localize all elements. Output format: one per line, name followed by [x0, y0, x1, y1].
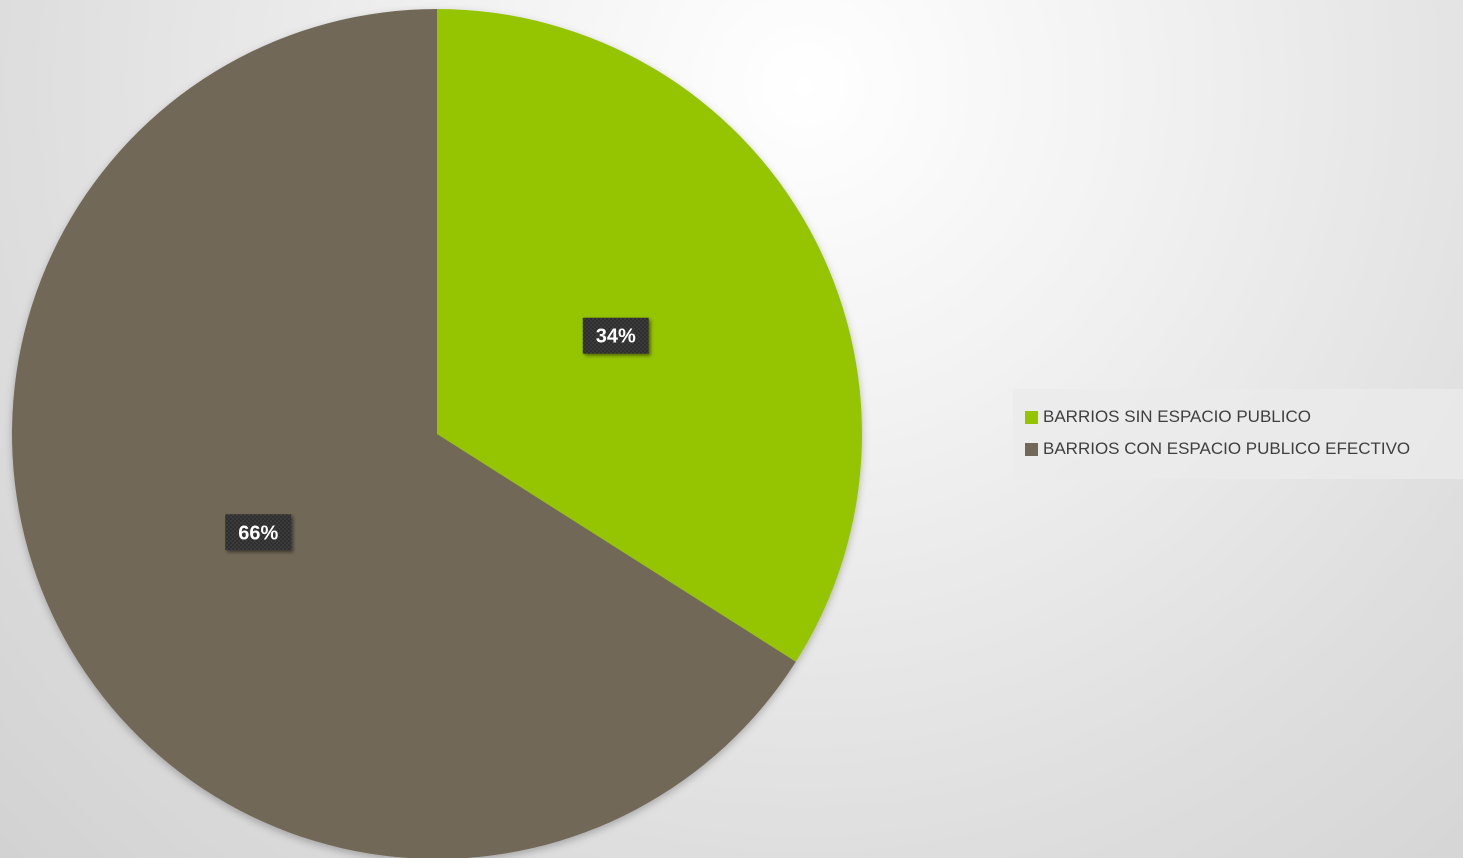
- chart-legend: BARRIOS SIN ESPACIO PUBLICO BARRIOS CON …: [1013, 389, 1463, 479]
- data-label-sin-espacio: 34%: [582, 317, 649, 354]
- data-label-text: 34%: [596, 326, 636, 348]
- legend-swatch-con-espacio: [1025, 442, 1038, 456]
- pie-slice-sin-espacio: [437, 9, 862, 662]
- data-label-box: [225, 514, 292, 551]
- legend-item-con-espacio: BARRIOS CON ESPACIO PUBLICO EFECTIVO: [1025, 433, 1463, 465]
- legend-label-con-espacio: BARRIOS CON ESPACIO PUBLICO EFECTIVO: [1043, 439, 1411, 458]
- data-label-box: [582, 317, 649, 354]
- legend-label-sin-espacio: BARRIOS SIN ESPACIO PUBLICO: [1043, 407, 1311, 426]
- legend-item-sin-espacio: BARRIOS SIN ESPACIO PUBLICO: [1025, 401, 1463, 433]
- legend-swatch-sin-espacio: [1025, 410, 1038, 424]
- data-label-text: 66%: [238, 522, 278, 544]
- data-label-con-espacio: 66%: [225, 514, 292, 551]
- pie-slice-con-espacio: [11, 9, 796, 858]
